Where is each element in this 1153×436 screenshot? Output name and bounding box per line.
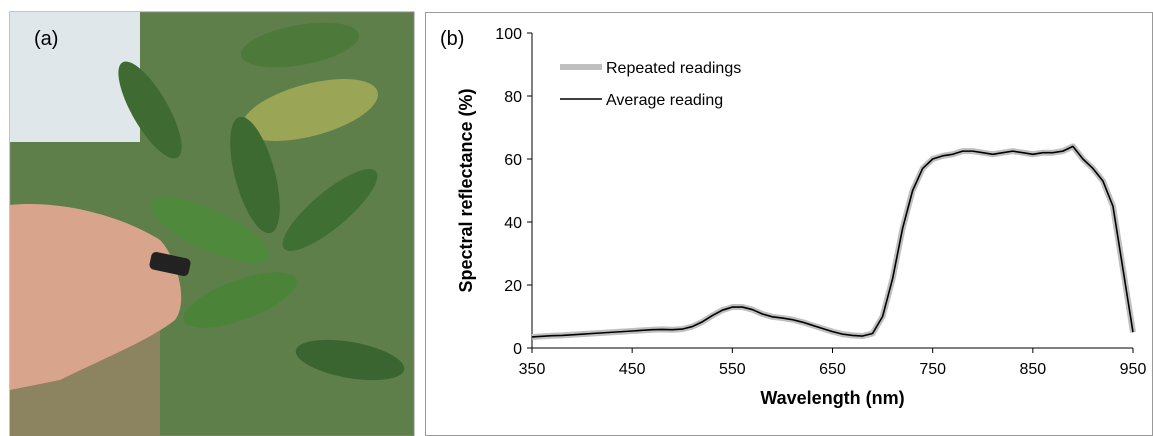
y-tick-label: 40 bbox=[504, 215, 522, 232]
photo: (a) bbox=[9, 11, 415, 436]
legend-label: Repeated readings bbox=[606, 60, 741, 77]
y-tick-label: 100 bbox=[495, 26, 522, 43]
x-axis-title: Wavelength (nm) bbox=[760, 388, 904, 408]
x-tick-label: 950 bbox=[1120, 361, 1147, 378]
leaf bbox=[183, 272, 297, 328]
y-tick-label: 0 bbox=[513, 341, 522, 358]
leaf bbox=[295, 339, 405, 381]
hand bbox=[10, 204, 182, 390]
x-tick-label: 650 bbox=[819, 361, 846, 378]
sky bbox=[10, 12, 140, 142]
x-tick-label: 550 bbox=[719, 361, 746, 378]
panel-label: (a) bbox=[34, 28, 58, 50]
leaf bbox=[240, 22, 360, 68]
x-tick-label: 850 bbox=[1019, 361, 1046, 378]
leaf bbox=[230, 116, 280, 234]
series-line bbox=[531, 143, 1136, 340]
leaf bbox=[150, 197, 270, 263]
leaf bbox=[242, 79, 378, 141]
y-axis-title: Spectral reflectance (%) bbox=[456, 88, 476, 292]
panel-label: (b) bbox=[440, 28, 464, 50]
series-line bbox=[531, 145, 1134, 338]
leaf bbox=[118, 61, 182, 159]
x-tick-label: 750 bbox=[919, 361, 946, 378]
y-tick-label: 60 bbox=[504, 152, 522, 169]
legend-label: Average reading bbox=[606, 92, 723, 109]
y-tick-label: 20 bbox=[504, 278, 522, 295]
chart: (b) 0 20 40 60 80 100 350 450 550 650 750 850 950 Wave… bbox=[440, 26, 1146, 408]
probe bbox=[149, 251, 191, 277]
leaf bbox=[282, 169, 378, 251]
y-tick-label: 80 bbox=[504, 89, 522, 106]
x-tick-label: 350 bbox=[519, 361, 546, 378]
x-tick-label: 450 bbox=[619, 361, 646, 378]
